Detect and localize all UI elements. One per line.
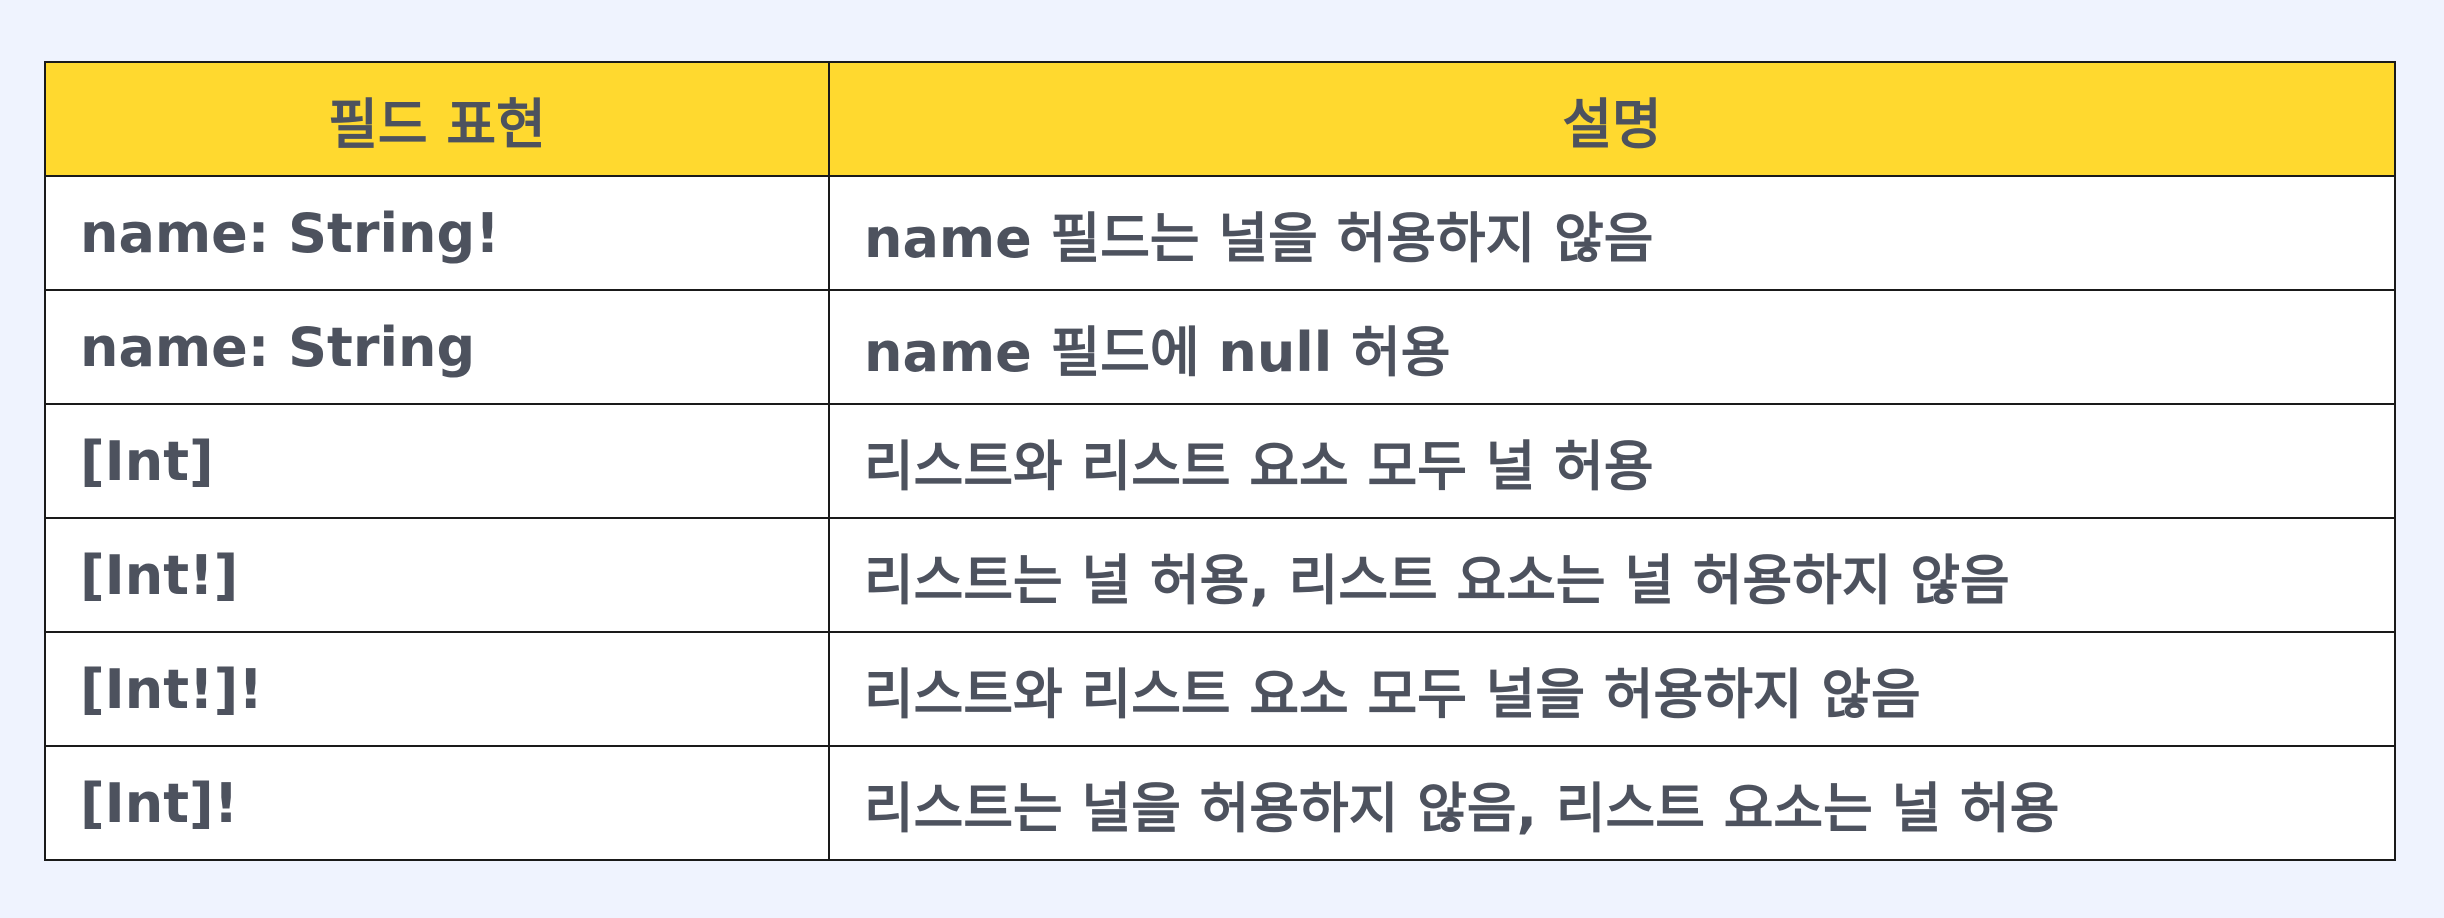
field-expression-cell: name: String — [44, 289, 830, 405]
table-row: name: String name 필드에 null 허용 — [44, 289, 2396, 405]
field-expression-cell: [Int] — [44, 403, 830, 519]
table-row: [Int] 리스트와 리스트 요소 모두 널 허용 — [44, 403, 2396, 519]
header-description: 설명 — [828, 61, 2396, 177]
field-expression-cell: [Int!]! — [44, 631, 830, 747]
field-expression-cell: name: String! — [44, 175, 830, 291]
table-row: [Int!]! 리스트와 리스트 요소 모두 널을 허용하지 않음 — [44, 631, 2396, 747]
nullability-table-container: 필드 표현 설명 name: String! name 필드는 널을 허용하지 … — [44, 61, 2396, 861]
table-row: name: String! name 필드는 널을 허용하지 않음 — [44, 175, 2396, 291]
description-cell: name 필드는 널을 허용하지 않음 — [828, 175, 2396, 291]
description-cell: 리스트는 널 허용, 리스트 요소는 널 허용하지 않음 — [828, 517, 2396, 633]
table-header: 필드 표현 설명 — [44, 61, 2396, 177]
header-row: 필드 표현 설명 — [44, 61, 2396, 177]
table-row: [Int]! 리스트는 널을 허용하지 않음, 리스트 요소는 널 허용 — [44, 745, 2396, 861]
table-body: name: String! name 필드는 널을 허용하지 않음 name: … — [44, 175, 2396, 861]
header-field-expression: 필드 표현 — [44, 61, 830, 177]
field-expression-cell: [Int]! — [44, 745, 830, 861]
field-expression-cell: [Int!] — [44, 517, 830, 633]
description-cell: 리스트는 널을 허용하지 않음, 리스트 요소는 널 허용 — [828, 745, 2396, 861]
description-cell: 리스트와 리스트 요소 모두 널을 허용하지 않음 — [828, 631, 2396, 747]
description-cell: 리스트와 리스트 요소 모두 널 허용 — [828, 403, 2396, 519]
nullability-table: 필드 표현 설명 name: String! name 필드는 널을 허용하지 … — [44, 61, 2396, 861]
description-cell: name 필드에 null 허용 — [828, 289, 2396, 405]
table-row: [Int!] 리스트는 널 허용, 리스트 요소는 널 허용하지 않음 — [44, 517, 2396, 633]
